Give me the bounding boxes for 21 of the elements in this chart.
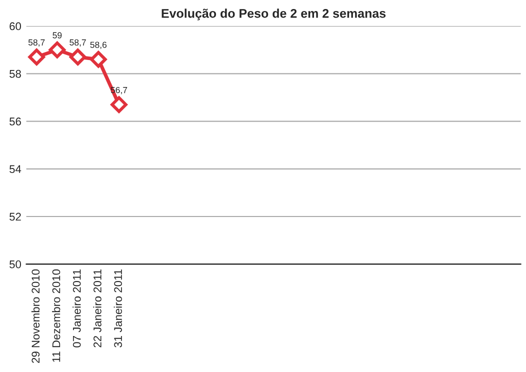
point [110,96,128,114]
x-tick-label: 29 Novembro 2010 [31,269,40,363]
point [90,50,107,68]
chart-title: Evolução do Peso de 2 em 2 semanas [162,8,386,20]
x-tick-label: 07 Janeiro 2011 [72,270,81,348]
x-tick-label: 22 Janeiro 2011 [93,270,102,348]
data-label: 58,7 [70,39,86,47]
y-tick-label: 50 [10,260,22,268]
x-tick-label: 11 Dezembro 2010 [52,269,60,362]
y-tick-label: 54 [10,165,22,174]
data-label: 59 [52,32,62,38]
y-tick-label: 60 [10,22,22,30]
data-label: 58,7 [28,39,45,47]
point [28,48,46,66]
point [69,48,86,66]
y-tick-label: 52 [10,212,21,221]
point [48,41,66,58]
y-tick-label: 56 [10,118,21,126]
y-tick-label: 58 [10,70,21,78]
data-label: 58,6 [90,42,107,49]
x-tick-label: 31 Janeiro 2011 [114,270,122,348]
